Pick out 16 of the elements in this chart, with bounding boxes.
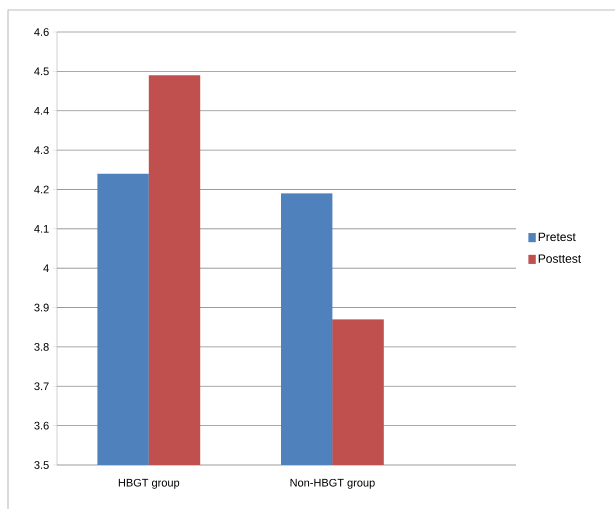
- y-tick-label: 4.4: [34, 106, 49, 115]
- y-tick-label: 4.6: [34, 28, 49, 36]
- y-tick-label: 3.6: [34, 422, 49, 430]
- legend-label: Posttest: [538, 254, 582, 263]
- y-tick-label: 4.1: [34, 225, 49, 233]
- legend-label: Pretest: [538, 232, 576, 242]
- y-tick-label: 4.2: [34, 186, 49, 194]
- x-tick-label: Non-HBGT group: [290, 478, 375, 489]
- y-tick-label: 4.3: [34, 146, 49, 154]
- x-tick-label: HBGT group: [118, 478, 180, 489]
- y-tick-label: 4.5: [34, 68, 49, 76]
- y-tick-label: 3.9: [34, 304, 49, 312]
- y-tick-label: 3.5: [34, 461, 49, 469]
- y-tick-label: 3.7: [34, 382, 49, 390]
- y-tick-label: 4: [43, 264, 49, 272]
- y-tick-label: 3.8: [34, 343, 49, 351]
